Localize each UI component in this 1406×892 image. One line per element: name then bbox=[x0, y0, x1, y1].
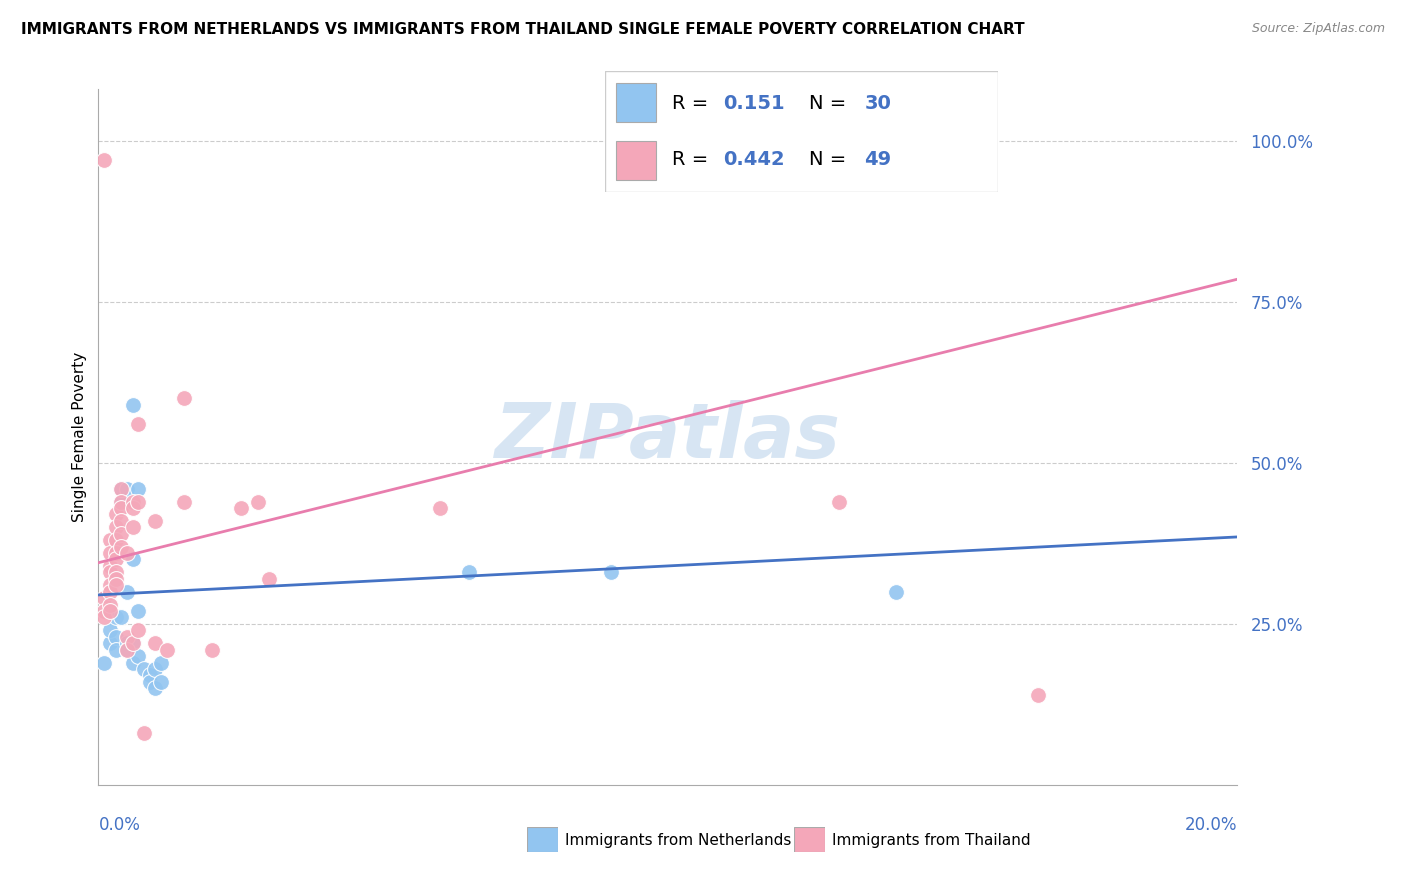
Point bbox=[98, 604, 121, 618]
Point bbox=[104, 642, 127, 657]
Point bbox=[104, 578, 127, 592]
FancyBboxPatch shape bbox=[605, 71, 998, 192]
Point bbox=[127, 604, 149, 618]
Point bbox=[145, 514, 167, 528]
Point bbox=[145, 662, 167, 676]
Point bbox=[110, 482, 132, 496]
Text: IMMIGRANTS FROM NETHERLANDS VS IMMIGRANTS FROM THAILAND SINGLE FEMALE POVERTY CO: IMMIGRANTS FROM NETHERLANDS VS IMMIGRANT… bbox=[21, 22, 1025, 37]
Text: 0.0%: 0.0% bbox=[98, 816, 141, 834]
Point bbox=[828, 494, 851, 508]
Point bbox=[110, 610, 132, 624]
Point bbox=[884, 584, 907, 599]
Point bbox=[127, 494, 149, 508]
Point bbox=[115, 482, 138, 496]
Text: N =: N = bbox=[810, 94, 853, 112]
Point bbox=[121, 500, 143, 515]
Point bbox=[98, 558, 121, 573]
Point bbox=[110, 500, 132, 515]
Point bbox=[93, 604, 115, 618]
Text: N =: N = bbox=[810, 151, 853, 169]
Point bbox=[429, 500, 451, 515]
Text: ZIPatlas: ZIPatlas bbox=[495, 401, 841, 474]
Point bbox=[138, 668, 160, 682]
Y-axis label: Single Female Poverty: Single Female Poverty bbox=[72, 352, 87, 522]
Point bbox=[132, 726, 155, 740]
Text: Source: ZipAtlas.com: Source: ZipAtlas.com bbox=[1251, 22, 1385, 36]
Point bbox=[121, 636, 143, 650]
Point bbox=[104, 508, 127, 522]
Point bbox=[127, 417, 149, 432]
Point bbox=[121, 656, 143, 670]
Point bbox=[98, 533, 121, 548]
Point bbox=[173, 494, 195, 508]
Point bbox=[115, 630, 138, 644]
Point bbox=[150, 656, 173, 670]
Text: 0.442: 0.442 bbox=[723, 151, 785, 169]
FancyBboxPatch shape bbox=[616, 141, 655, 179]
Point bbox=[115, 584, 138, 599]
Point bbox=[173, 392, 195, 406]
Text: 20.0%: 20.0% bbox=[1185, 816, 1237, 834]
Point bbox=[98, 566, 121, 580]
Point bbox=[127, 482, 149, 496]
Point bbox=[259, 572, 281, 586]
Point bbox=[115, 642, 138, 657]
Text: Immigrants from Netherlands: Immigrants from Netherlands bbox=[565, 833, 792, 847]
Point bbox=[93, 656, 115, 670]
Point bbox=[110, 482, 132, 496]
Point bbox=[110, 540, 132, 554]
Point bbox=[127, 624, 149, 638]
Text: R =: R = bbox=[672, 151, 714, 169]
Point bbox=[127, 649, 149, 664]
Point bbox=[93, 610, 115, 624]
Point bbox=[104, 546, 127, 560]
Point bbox=[115, 642, 138, 657]
Point bbox=[156, 642, 179, 657]
Point bbox=[104, 630, 127, 644]
Point bbox=[121, 398, 143, 412]
Point bbox=[121, 636, 143, 650]
Point bbox=[1026, 688, 1049, 702]
Text: 49: 49 bbox=[865, 151, 891, 169]
Point bbox=[104, 533, 127, 548]
Point bbox=[98, 598, 121, 612]
Text: R =: R = bbox=[672, 94, 714, 112]
Point bbox=[104, 572, 127, 586]
Point bbox=[145, 681, 167, 696]
Point bbox=[104, 552, 127, 566]
Point bbox=[98, 578, 121, 592]
Point bbox=[229, 500, 252, 515]
Point bbox=[98, 624, 121, 638]
Point bbox=[246, 494, 269, 508]
Point bbox=[104, 566, 127, 580]
Point bbox=[121, 520, 143, 534]
Point bbox=[93, 591, 115, 606]
Point bbox=[201, 642, 224, 657]
Point bbox=[93, 153, 115, 167]
Point bbox=[98, 584, 121, 599]
Point bbox=[98, 546, 121, 560]
Point bbox=[132, 662, 155, 676]
FancyBboxPatch shape bbox=[616, 84, 655, 122]
Point bbox=[138, 674, 160, 689]
Point bbox=[150, 674, 173, 689]
Point bbox=[121, 552, 143, 566]
Point bbox=[110, 494, 132, 508]
Point bbox=[121, 494, 143, 508]
Text: 0.151: 0.151 bbox=[723, 94, 785, 112]
Point bbox=[600, 566, 623, 580]
Point bbox=[104, 610, 127, 624]
Point bbox=[110, 494, 132, 508]
Point bbox=[115, 546, 138, 560]
Point bbox=[145, 636, 167, 650]
Point bbox=[110, 514, 132, 528]
Point bbox=[457, 566, 479, 580]
Text: Immigrants from Thailand: Immigrants from Thailand bbox=[832, 833, 1031, 847]
Point bbox=[104, 520, 127, 534]
Point bbox=[110, 526, 132, 541]
Text: 30: 30 bbox=[865, 94, 891, 112]
Point bbox=[98, 636, 121, 650]
Point bbox=[115, 636, 138, 650]
